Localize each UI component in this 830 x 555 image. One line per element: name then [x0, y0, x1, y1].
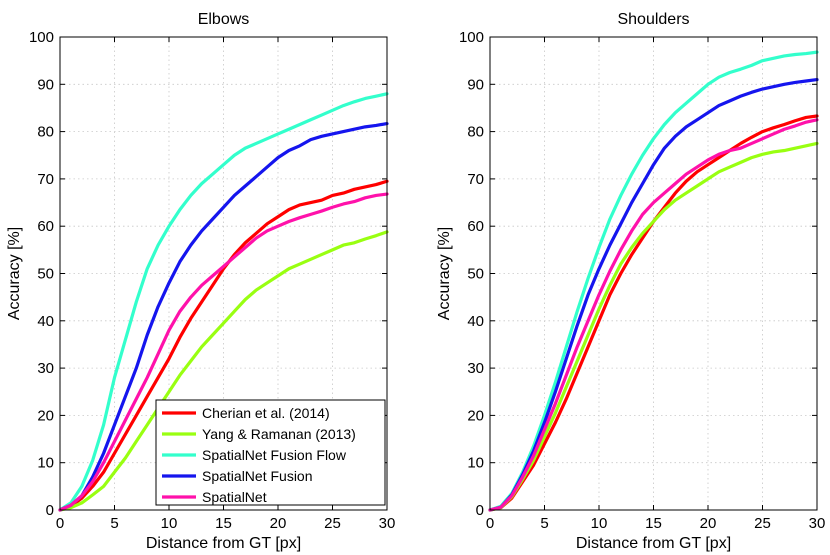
y-tick-label: 90	[37, 76, 54, 93]
y-tick-label: 70	[467, 171, 484, 188]
x-tick-label: 30	[809, 515, 826, 532]
x-tick-label: 25	[324, 515, 341, 532]
y-tick-label: 0	[476, 502, 484, 519]
y-tick-label: 50	[37, 266, 54, 283]
legend-box	[155, 399, 386, 506]
series-line-spatialnet	[58, 192, 389, 512]
y-tick-label: 40	[467, 313, 484, 330]
y-tick-label: 70	[37, 171, 54, 188]
x-tick-label: 10	[591, 515, 608, 532]
legend-label-spatialnet-fusion: SpatialNet Fusion	[202, 468, 313, 484]
y-tick-label: 80	[37, 124, 54, 141]
legend-label-spatialnet-fusion-flow: SpatialNet Fusion Flow	[202, 447, 347, 463]
elbows-chart: 0 5 10 15 20 25 30 0 10 20 30 40 50 60 70 80 90 100 Elbows…	[6, 11, 395, 552]
y-tick-label: 30	[37, 360, 54, 377]
y-tick-label: 20	[37, 407, 54, 424]
x-tick-label: 5	[110, 515, 118, 532]
series-line-spatialnet-fusion	[58, 121, 389, 512]
legend: Cherian et al. (2014) Yang & Ramanan (201…	[155, 399, 386, 506]
x-axis-label: Distance from GT [px]	[576, 535, 731, 552]
series-line-yang-ramanan-2013	[488, 141, 819, 512]
x-tick-label: 20	[270, 515, 287, 532]
series-line-spatialnet	[488, 118, 819, 512]
series-line-spatialnet-fusion	[488, 77, 819, 512]
y-tick-label: 90	[467, 76, 484, 93]
x-tick-label: 0	[486, 515, 494, 532]
y-tick-label: 80	[467, 124, 484, 141]
y-tick-label: 0	[46, 502, 54, 519]
chart-title: Elbows	[198, 11, 250, 28]
y-tick-label: 100	[29, 29, 54, 46]
y-tick-label: 100	[459, 29, 484, 46]
series-line-spatialnet-fusion-flow	[58, 92, 389, 512]
legend-label-cherian-et-al-2014: Cherian et al. (2014)	[202, 405, 330, 421]
chart-title: Shoulders	[617, 11, 689, 28]
x-tick-label: 15	[215, 515, 232, 532]
series-line-yang-ramanan-2013	[58, 230, 389, 512]
x-tick-label: 5	[540, 515, 548, 532]
y-tick-label: 60	[467, 218, 484, 235]
x-tick-label: 15	[645, 515, 662, 532]
y-tick-label: 20	[467, 407, 484, 424]
y-axis-label: Accuracy [%]	[436, 227, 453, 320]
y-tick-label: 10	[467, 455, 484, 472]
y-tick-label: 10	[37, 455, 54, 472]
x-tick-label: 0	[56, 515, 64, 532]
x-tick-label: 25	[754, 515, 771, 532]
y-tick-label: 30	[467, 360, 484, 377]
series-line-cherian-et-al-2014	[58, 179, 389, 512]
y-tick-label: 40	[37, 313, 54, 330]
x-axis-label: Distance from GT [px]	[146, 535, 301, 552]
series-line-spatialnet-fusion-flow	[488, 50, 819, 512]
y-tick-label: 50	[467, 266, 484, 283]
x-tick-label: 20	[700, 515, 717, 532]
y-axis-label: Accuracy [%]	[6, 227, 23, 320]
y-tick-label: 60	[37, 218, 54, 235]
legend-label-spatialnet: SpatialNet	[202, 489, 267, 505]
legend-label-yang-ramanan-2013: Yang & Ramanan (2013)	[202, 426, 356, 442]
x-tick-label: 10	[161, 515, 178, 532]
shoulders-chart: 0 5 10 15 20 25 30 0 10 20 30 40 50 60 70 80 90 100 Should…	[436, 11, 825, 552]
x-tick-label: 30	[379, 515, 396, 532]
